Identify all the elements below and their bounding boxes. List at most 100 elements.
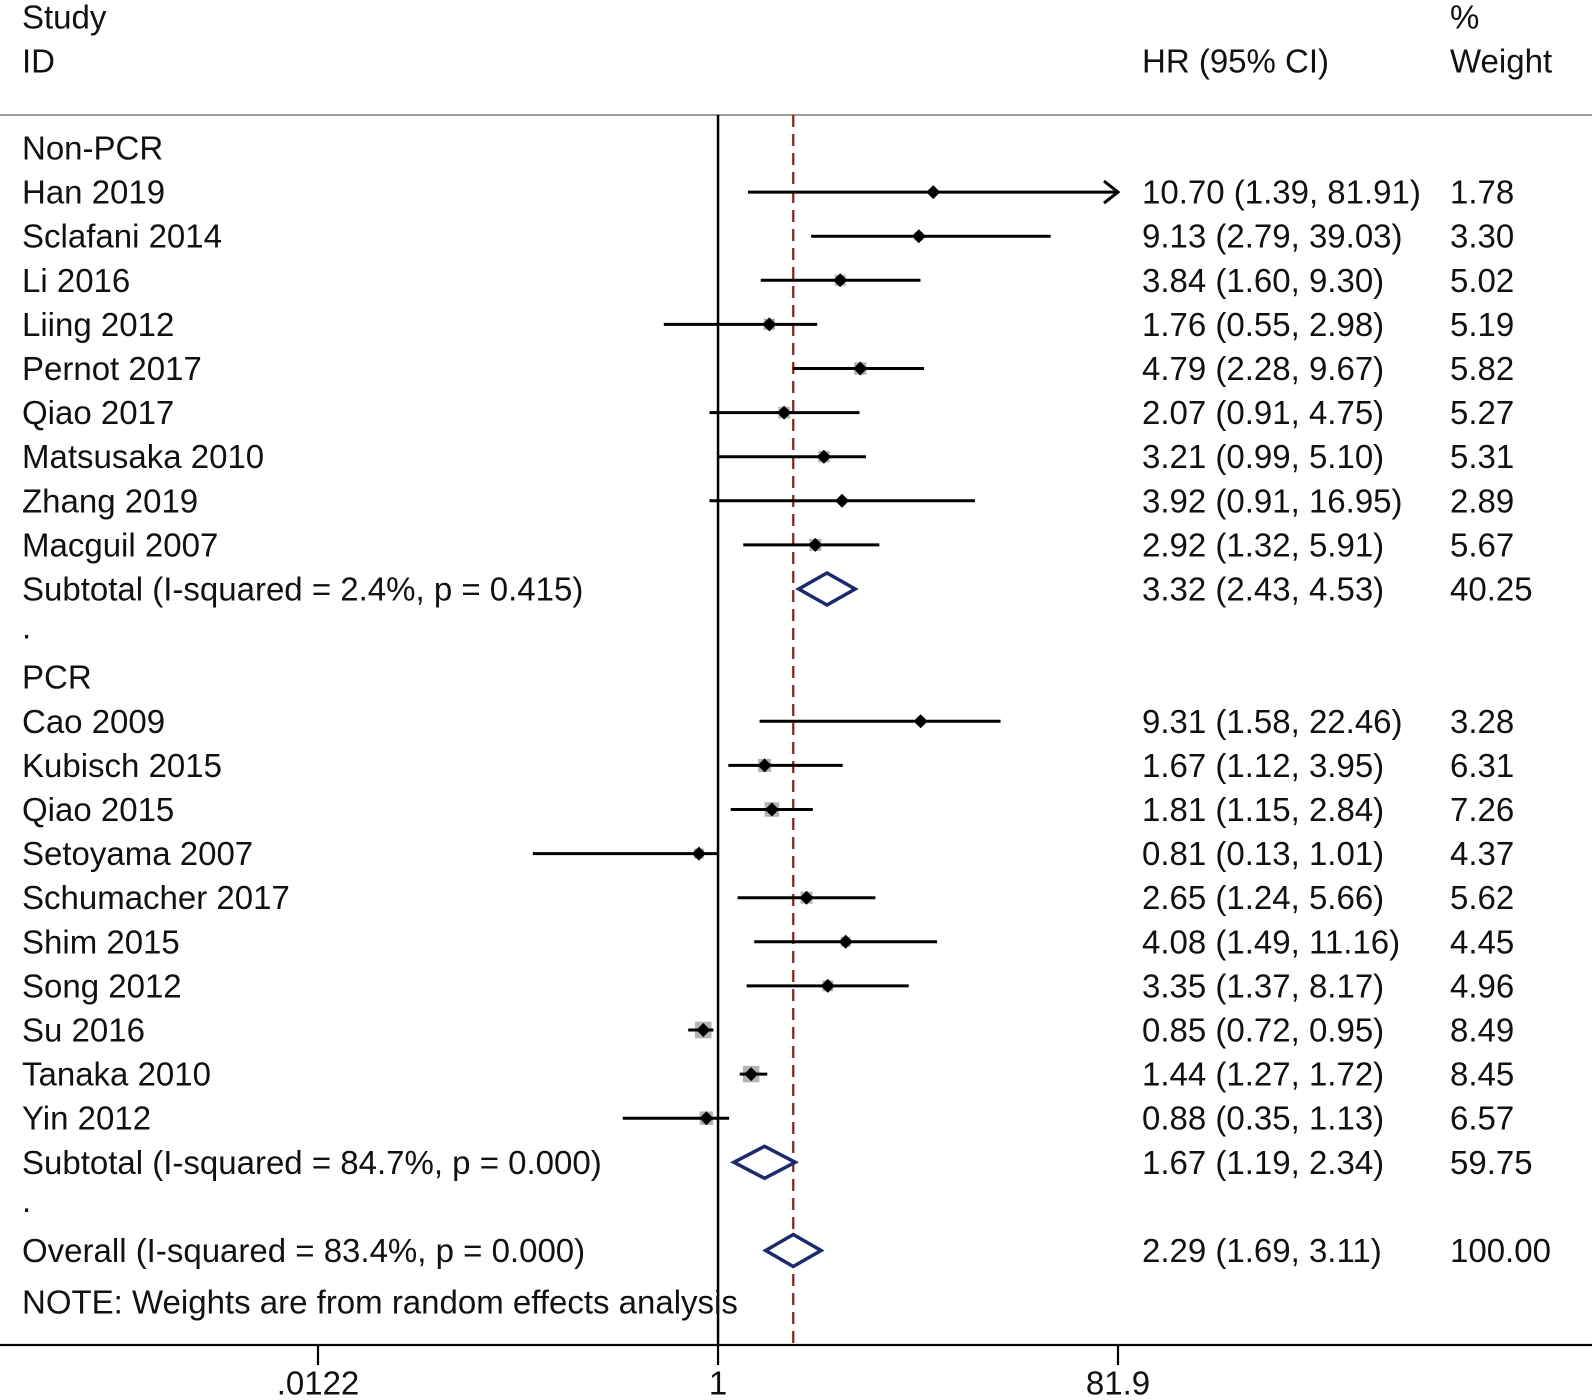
weight-text: 5.02 [1450, 262, 1514, 299]
ci-arrow [1103, 179, 1121, 205]
study-label: Pernot 2017 [22, 350, 202, 387]
group-label: PCR [22, 659, 92, 696]
effect-estimate-text: 3.84 (1.60, 9.30) [1142, 262, 1384, 299]
effect-estimate-text: 1.76 (0.55, 2.98) [1142, 306, 1384, 343]
point-estimate-marker [762, 317, 777, 332]
weight-text: 5.19 [1450, 306, 1514, 343]
point-estimate-marker [777, 405, 792, 420]
study-label: Setoyama 2007 [22, 835, 253, 872]
point-estimate-marker [757, 758, 772, 773]
effect-estimate-text: 1.44 (1.27, 1.72) [1142, 1056, 1384, 1093]
point-estimate-marker [820, 978, 835, 993]
effect-estimate-text: 9.31 (1.58, 22.46) [1142, 703, 1403, 740]
study-label: Kubisch 2015 [22, 747, 222, 784]
overall-label: Overall (I-squared = 83.4%, p = 0.000) [22, 1232, 585, 1269]
weight-text: 100.00 [1450, 1232, 1551, 1269]
effect-estimate-text: 3.21 (0.99, 5.10) [1142, 438, 1384, 475]
weight-text: 7.26 [1450, 791, 1514, 828]
effect-estimate-text: 9.13 (2.79, 39.03) [1142, 218, 1403, 255]
subtotal-diamond [795, 570, 859, 608]
header-weight-label: Weight [1450, 43, 1552, 80]
header-percent-label: % [1450, 0, 1479, 36]
subtotal-diamond [730, 1144, 799, 1181]
weight-text: 3.28 [1450, 703, 1514, 740]
spacer-dot: . [22, 609, 31, 646]
x-tick-label: 81.9 [1086, 1365, 1150, 1400]
weight-text: 5.62 [1450, 879, 1514, 916]
study-label: Qiao 2017 [22, 394, 174, 431]
weight-text: 5.31 [1450, 438, 1514, 475]
effect-estimate-text: 3.32 (2.43, 4.53) [1142, 571, 1384, 608]
weight-text: 40.25 [1450, 571, 1533, 608]
weight-text: 8.49 [1450, 1012, 1514, 1049]
spacer-dot: . [22, 1182, 31, 1219]
point-estimate-marker [764, 802, 779, 817]
point-estimate-marker [926, 185, 941, 200]
weight-text: 4.96 [1450, 967, 1514, 1004]
point-estimate-marker [838, 934, 853, 949]
weight-text: 8.45 [1450, 1056, 1514, 1093]
study-label: Macguil 2007 [22, 526, 218, 563]
weight-text: 4.37 [1450, 835, 1514, 872]
subtotal-label: Subtotal (I-squared = 84.7%, p = 0.000) [22, 1144, 602, 1181]
study-label: Song 2012 [22, 967, 182, 1004]
point-estimate-marker [911, 229, 926, 244]
effect-estimate-text: 2.65 (1.24, 5.66) [1142, 879, 1384, 916]
study-label: Cao 2009 [22, 703, 165, 740]
weight-text: 5.82 [1450, 350, 1514, 387]
weight-text: 6.57 [1450, 1100, 1514, 1137]
study-label: Su 2016 [22, 1012, 145, 1049]
point-estimate-marker [699, 1111, 714, 1126]
weight-text: 5.27 [1450, 394, 1514, 431]
weight-text: 5.67 [1450, 526, 1514, 563]
overall-diamond [762, 1232, 825, 1269]
study-label: Han 2019 [22, 174, 165, 211]
point-estimate-marker [835, 493, 850, 508]
effect-estimate-text: 2.29 (1.69, 3.11) [1142, 1232, 1382, 1269]
weight-text: 2.89 [1450, 482, 1514, 519]
point-estimate-marker [833, 273, 848, 288]
effect-estimate-text: 1.67 (1.12, 3.95) [1142, 747, 1384, 784]
point-estimate-marker [696, 1023, 711, 1037]
point-estimate-marker [853, 361, 868, 376]
weight-text: 59.75 [1450, 1144, 1533, 1181]
weight-text: 4.45 [1450, 923, 1514, 960]
effect-estimate-text: 1.67 (1.19, 2.34) [1142, 1144, 1384, 1181]
point-estimate-marker [744, 1067, 759, 1082]
subtotal-label: Subtotal (I-squared = 2.4%, p = 0.415) [22, 571, 583, 608]
study-label: Shim 2015 [22, 923, 180, 960]
effect-estimate-text: 4.08 (1.49, 11.16) [1142, 923, 1400, 960]
weight-text: 1.78 [1450, 174, 1514, 211]
effect-estimate-text: 2.92 (1.32, 5.91) [1142, 526, 1384, 563]
study-label: Li 2016 [22, 262, 130, 299]
effect-estimate-text: 0.85 (0.72, 0.95) [1142, 1012, 1384, 1049]
header-effect-label: HR (95% CI) [1142, 43, 1329, 80]
point-estimate-marker [808, 537, 823, 552]
effect-estimate-text: 2.07 (0.91, 4.75) [1142, 394, 1384, 431]
study-label: Sclafani 2014 [22, 218, 222, 255]
effect-estimate-text: 4.79 (2.28, 9.67) [1142, 350, 1384, 387]
header-study-label: Study [22, 0, 107, 36]
effect-estimate-text: 0.81 (0.13, 1.01) [1142, 835, 1384, 872]
x-tick-label: 1 [709, 1365, 727, 1400]
group-label: Non-PCR [22, 130, 163, 167]
effect-estimate-text: 10.70 (1.39, 81.91) [1142, 174, 1421, 211]
study-label: Matsusaka 2010 [22, 438, 264, 475]
effect-estimate-text: 3.35 (1.37, 8.17) [1142, 967, 1384, 1004]
weight-text: 3.30 [1450, 218, 1514, 255]
study-label: Schumacher 2017 [22, 879, 290, 916]
point-estimate-marker [816, 449, 831, 464]
effect-estimate-text: 3.92 (0.91, 16.95) [1142, 482, 1403, 519]
study-label: Yin 2012 [22, 1100, 151, 1137]
point-estimate-marker [799, 890, 814, 905]
point-estimate-marker [913, 714, 928, 729]
study-label: Zhang 2019 [22, 482, 198, 519]
study-label: Liing 2012 [22, 306, 174, 343]
study-label: Tanaka 2010 [22, 1056, 211, 1093]
effect-estimate-text: 1.81 (1.15, 2.84) [1142, 791, 1384, 828]
header-id-label: ID [22, 43, 55, 80]
footnote: NOTE: Weights are from random effects an… [22, 1284, 738, 1321]
study-label: Qiao 2015 [22, 791, 174, 828]
x-tick-label: .0122 [277, 1365, 360, 1400]
